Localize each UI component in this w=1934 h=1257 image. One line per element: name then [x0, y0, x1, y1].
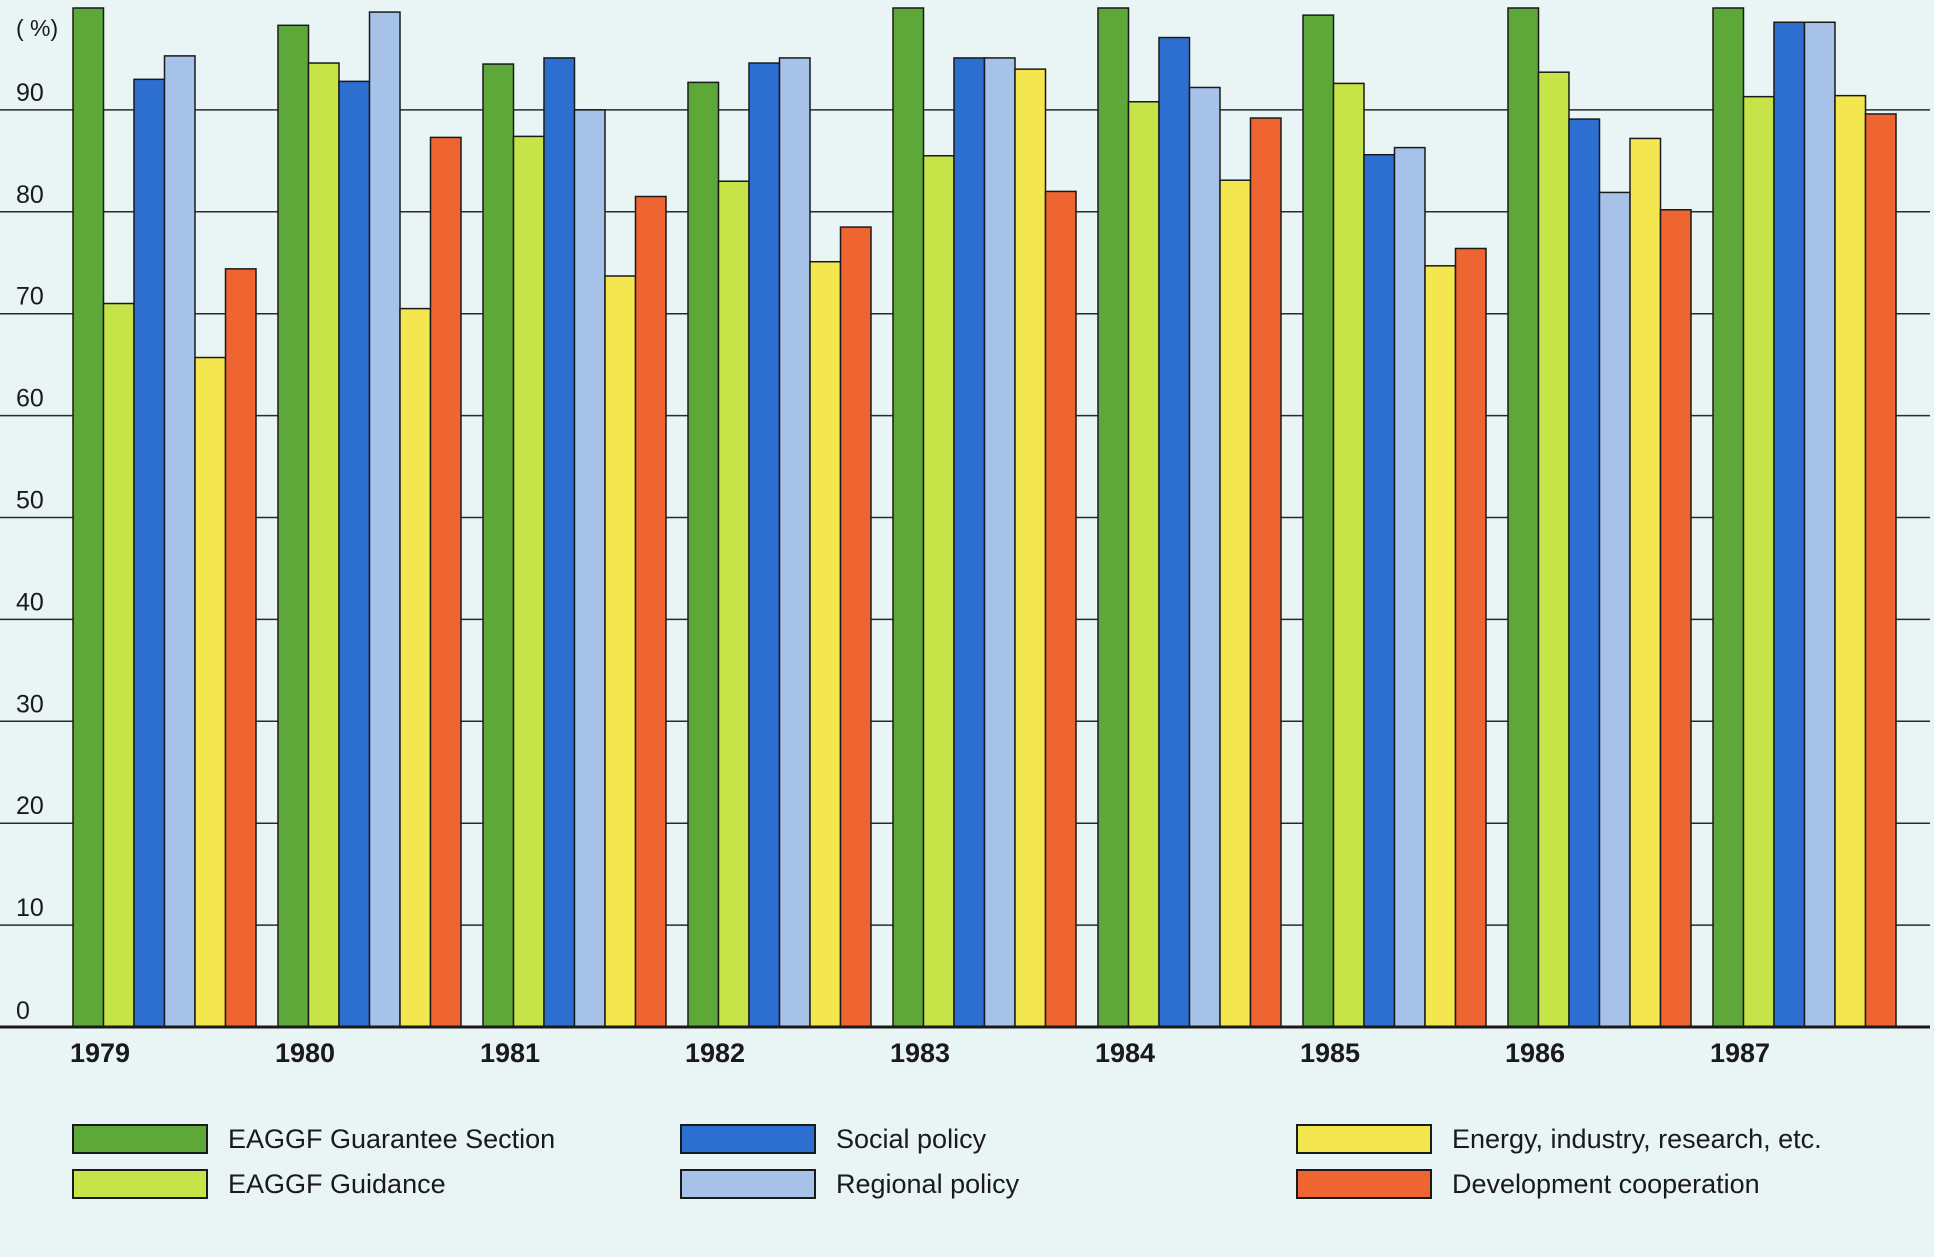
chart-plot: 0 10 20 30 40 50 60 70 80 90 1979 1980 1981 1982 1983 1…: [0, 7, 1930, 1068]
x-tick-label-1984: 1984: [1095, 1038, 1155, 1068]
bar-1981-series-4: [573, 109, 606, 1028]
legend-item: Development cooperation: [1296, 1167, 1760, 1201]
bar-1983-series-3: [953, 57, 986, 1028]
bar-1981-series-6: [634, 195, 667, 1028]
x-tick-label-1985: 1985: [1300, 1038, 1360, 1068]
legend-swatch: [680, 1169, 816, 1199]
legend-item: Regional policy: [680, 1167, 1019, 1201]
bar-1983-series-6: [1044, 190, 1077, 1028]
x-tick-label-1980: 1980: [275, 1038, 335, 1068]
bar-1979-series-5: [194, 356, 227, 1028]
bar-1987-series-5: [1834, 94, 1867, 1028]
y-tick-label-10: 10: [16, 894, 44, 922]
legend-label: Regional policy: [836, 1168, 1020, 1199]
x-tick-label-1979: 1979: [70, 1038, 130, 1068]
y-tick-label-20: 20: [16, 792, 44, 820]
bar-1985-series-2: [1332, 82, 1365, 1028]
bar-1984-series-5: [1219, 179, 1252, 1028]
legend-label: Development cooperation: [1452, 1168, 1760, 1199]
bar-1981-series-1: [482, 63, 515, 1028]
bar-1979-series-3: [133, 78, 166, 1028]
y-tick-label-70: 70: [16, 283, 44, 311]
legend-label: Energy, industry, research, etc.: [1452, 1123, 1822, 1154]
bar-1981-series-5: [604, 275, 637, 1028]
legend-swatch: [680, 1124, 816, 1154]
legend-swatch: [72, 1169, 208, 1199]
legend-swatch: [1296, 1124, 1432, 1154]
bar-1987-series-3: [1773, 21, 1806, 1028]
x-tick-label-1983: 1983: [890, 1038, 950, 1068]
bar-1981-series-3: [543, 57, 576, 1028]
bar-1982-series-4: [778, 57, 811, 1028]
x-tick-label-1986: 1986: [1505, 1038, 1565, 1068]
bar-1984-series-2: [1127, 100, 1160, 1028]
bar-1986-series-4: [1598, 191, 1631, 1028]
bar-1980-series-6: [429, 136, 462, 1028]
bar-1981-series-2: [512, 135, 545, 1028]
bar-1985-series-6: [1454, 247, 1487, 1028]
bar-1986-series-5: [1629, 137, 1662, 1028]
bar-1982-series-1: [687, 81, 720, 1028]
y-tick-label-90: 90: [16, 79, 44, 107]
bar-1987-series-2: [1742, 95, 1775, 1028]
legend-item: Social policy: [680, 1122, 986, 1156]
legend-label: EAGGF Guarantee Section: [228, 1123, 556, 1154]
bar-1980-series-4: [368, 11, 401, 1028]
bar-1985-series-1: [1302, 14, 1335, 1028]
x-tick-label-1987: 1987: [1710, 1038, 1770, 1068]
legend-swatch: [72, 1124, 208, 1154]
bar-1985-series-4: [1393, 146, 1426, 1028]
bar-1983-series-2: [922, 155, 955, 1028]
legend-label: EAGGF Guidance: [228, 1168, 446, 1199]
bar-1986-series-3: [1568, 118, 1601, 1028]
bar-1979-series-4: [163, 55, 196, 1028]
bar-1980-series-5: [399, 307, 432, 1028]
y-tick-label-50: 50: [16, 487, 44, 515]
bar-1982-series-6: [839, 226, 872, 1028]
bar-1985-series-3: [1363, 153, 1396, 1028]
legend-item: Energy, industry, research, etc.: [1296, 1122, 1822, 1156]
axes: 0 10 20 30 40 50 60 70 80 90 1979 1980 1981 1982 1983 1…: [0, 79, 1930, 1068]
legend-swatch: [1296, 1169, 1432, 1199]
bar-1982-series-3: [748, 62, 781, 1028]
bar-1986-series-6: [1659, 209, 1692, 1028]
bar-1983-series-5: [1014, 68, 1047, 1028]
y-tick-label-60: 60: [16, 385, 44, 413]
x-tick-label-1982: 1982: [685, 1038, 745, 1068]
x-tick-label-1981: 1981: [480, 1038, 540, 1068]
bar-1984-series-4: [1188, 86, 1221, 1028]
y-tick-label-40: 40: [16, 588, 44, 616]
bar-1985-series-5: [1424, 265, 1457, 1028]
bar-1979-series-1: [72, 7, 105, 1028]
bar-1982-series-2: [717, 180, 750, 1028]
bar-1979-series-2: [102, 302, 135, 1028]
bar-1986-series-1: [1507, 7, 1540, 1028]
bar-1982-series-5: [809, 260, 842, 1028]
y-axis-unit-label: ( %): [16, 15, 58, 41]
bar-1984-series-6: [1249, 117, 1282, 1028]
legend: EAGGF Guarantee Section EAGGF Guidance Soc…: [0, 1110, 1934, 1230]
bars: [72, 7, 1897, 1028]
bar-1980-series-1: [277, 24, 310, 1028]
legend-item: EAGGF Guarantee Section: [72, 1122, 555, 1156]
bar-1987-series-6: [1864, 113, 1897, 1028]
bar-1984-series-1: [1097, 7, 1130, 1028]
legend-item: EAGGF Guidance: [72, 1167, 446, 1201]
bar-1983-series-1: [892, 7, 925, 1028]
bar-1980-series-2: [307, 62, 340, 1028]
y-tick-label-30: 30: [16, 690, 44, 718]
y-tick-label-80: 80: [16, 181, 44, 209]
y-tick-label-0: 0: [16, 997, 30, 1025]
bar-1984-series-3: [1158, 36, 1191, 1028]
bar-1983-series-4: [983, 57, 1016, 1028]
bar-1987-series-4: [1803, 21, 1836, 1028]
bar-1986-series-2: [1537, 71, 1570, 1028]
legend-label: Social policy: [836, 1123, 987, 1154]
bar-1987-series-1: [1712, 7, 1745, 1028]
bar-1980-series-3: [338, 80, 371, 1028]
bar-1979-series-6: [224, 268, 257, 1028]
